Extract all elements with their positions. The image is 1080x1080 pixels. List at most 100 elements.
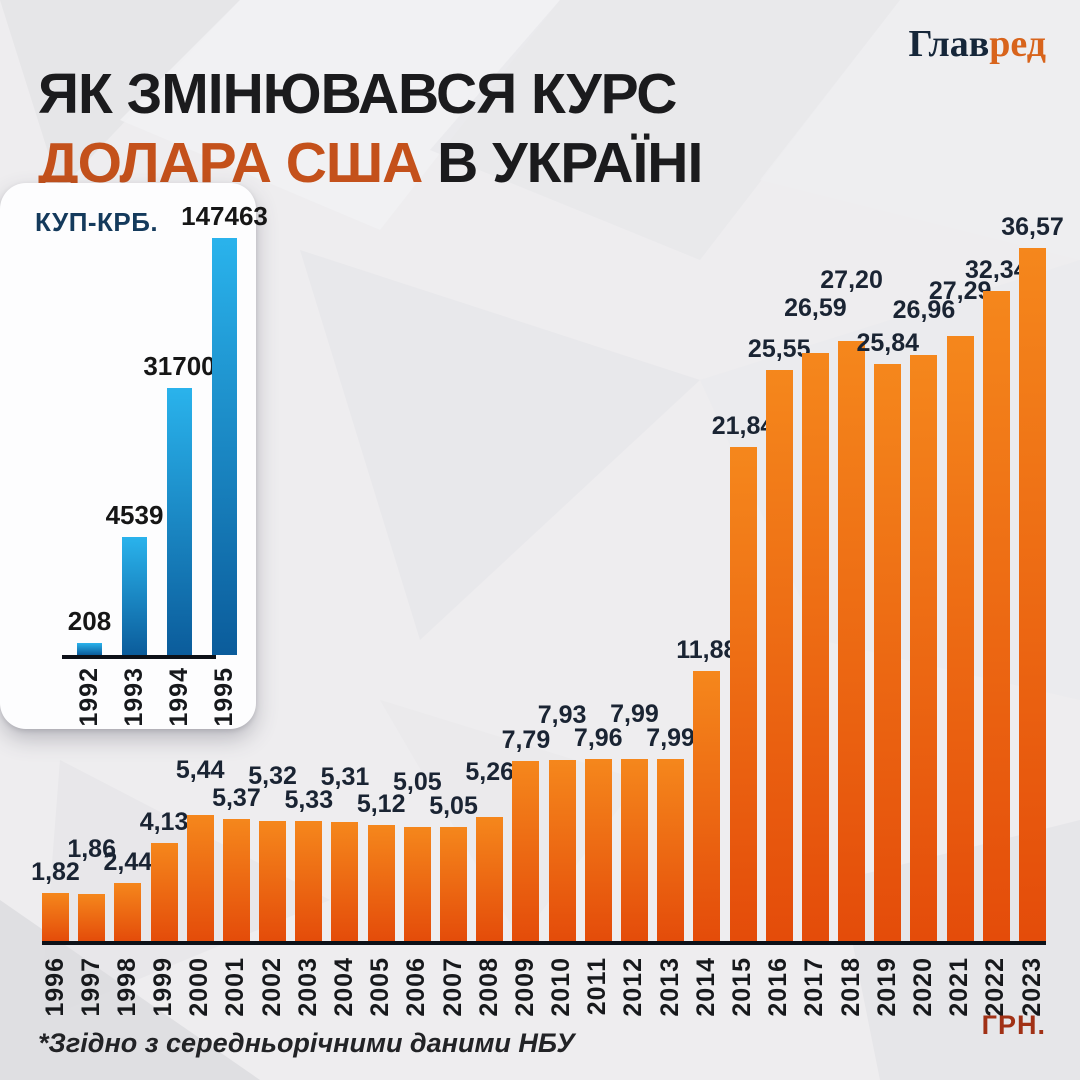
inset-x-axis [62,655,216,659]
title-line1: ЯК ЗМІНЮВАВСЯ КУРС [38,62,677,127]
bar-2006: 5,05 [393,768,442,941]
bar-2018: 27,20 [820,266,883,941]
year-label-2002: 2002 [257,957,286,1017]
year-label-2011: 2011 [583,957,612,1016]
bar-2023: 36,57 [1001,213,1064,941]
bar-2022: 32,34 [965,256,1028,941]
bar-value-label-2004: 5,31 [320,763,370,791]
inset-x-axis-labels: 1992 1993 1994 1995 [0,667,256,742]
bar-2020: 26,96 [893,296,955,941]
year-label-1997: 1997 [76,957,105,1017]
bar-value-label-2017: 26,59 [784,294,847,322]
bar-2013: 7,99 [646,724,695,941]
bar-2004: 5,31 [321,763,369,941]
bar-value-label-2005: 5,12 [356,790,406,818]
bar-2011: 7,96 [574,724,623,941]
bar-2010: 7,93 [538,701,586,941]
bar-1996: 1,82 [31,858,80,941]
bar-value-label-2023: 36,57 [1001,213,1064,241]
year-label-2021: 2021 [945,957,974,1017]
bar-2015: 21,84 [712,412,774,941]
year-label-2017: 2017 [800,957,829,1017]
bar-2007: 5,05 [429,792,478,941]
bar-value-label-2011: 7,96 [573,724,623,752]
bar-2021: 27,29 [929,277,991,941]
year-label-1993: 1993 [119,667,148,727]
bar-value-label-2019: 25,84 [856,329,920,357]
glavred-logo: Главред [909,24,1046,64]
year-label-2015: 2015 [728,957,757,1017]
bar-value-label-1996: 1,82 [31,858,80,886]
bar-value-label-2009: 7,79 [501,726,551,754]
year-label-2001: 2001 [221,957,250,1017]
bar-2014: 11,88 [676,636,737,941]
bar-1992: 208 [68,606,111,655]
bar-1997: 1,86 [67,835,116,941]
title-line2-rest: В УКРАЇНІ [422,131,703,196]
main-bar-chart: 1,82 1,86 2,44 4,13 5,44 5,37 5,32 5,33 5,31 5,12… [31,0,1064,941]
bar-value-label-2007: 5,05 [429,792,478,820]
main-x-axis-labels: 1996 1997 1998 1999 2000 2001 2002 2003 2004 2005… [40,957,1046,1032]
bar-2012: 7,99 [610,700,659,941]
bar-2009: 7,79 [502,726,550,941]
year-label-2003: 2003 [293,957,322,1017]
bar-value-label-1997: 1,86 [67,835,117,863]
logo-text-accent: ред [989,23,1046,65]
bar-2008: 5,26 [465,758,514,941]
year-label-1992: 1992 [74,667,103,727]
year-label-2005: 2005 [366,957,395,1017]
bar-value-label-2006: 5,05 [393,768,442,796]
bar-value-label-2000: 5,44 [175,756,225,784]
bar-value-label-2015: 21,84 [711,412,775,440]
page-title: ЯК ЗМІНЮВАВСЯ КУРС ДОЛАРА США В УКРАЇНІ [38,60,703,198]
year-label-2012: 2012 [619,957,648,1017]
bar-value-label-1999: 4,13 [139,808,189,836]
year-label-2019: 2019 [872,957,901,1017]
year-label-2022: 2022 [981,957,1010,1017]
bar-value-label-1992: 208 [67,606,112,636]
logo-text-primary: Глав [908,23,990,65]
bar-value-label-1998: 2,44 [103,848,153,876]
bar-value-label-2018: 27,20 [820,266,883,294]
bar-value-label-2020: 26,96 [892,296,956,324]
bar-value-label-2008: 5,26 [465,758,515,786]
bar-2016: 25,55 [748,335,810,941]
bar-value-label-2022: 32,34 [965,256,1028,284]
bar-2005: 5,12 [357,790,405,941]
year-label-2007: 2007 [438,957,467,1017]
bar-2003: 5,33 [284,786,333,941]
bar-value-label-2016: 25,55 [747,335,811,363]
inset-chart-card: КУП-КРБ. 208 4539 31700 147463 1992 1993 1994… [0,183,268,729]
year-label-2020: 2020 [908,957,937,1017]
year-label-1995: 1995 [209,667,238,727]
year-label-2013: 2013 [655,957,684,1017]
year-label-2018: 2018 [836,957,865,1017]
year-label-2016: 2016 [764,957,793,1017]
year-label-2010: 2010 [547,957,576,1017]
bar-1998: 2,44 [104,848,152,941]
year-label-1998: 1998 [112,957,141,1017]
bar-2001: 5,37 [212,784,261,941]
bar-value-label-2003: 5,33 [284,786,334,814]
bar-value-label-2012: 7,99 [610,700,659,728]
year-label-1996: 1996 [40,957,69,1017]
source-footnote: *Згідно з середньорічними даними НБУ [38,1028,575,1058]
year-label-2004: 2004 [329,957,358,1017]
bar-1995: 147463 [181,201,268,655]
bar-value-label-2013: 7,99 [646,724,695,752]
year-label-2008: 2008 [474,957,503,1017]
bar-2019: 25,84 [856,329,919,941]
bar-value-label-2010: 7,93 [537,701,587,729]
bar-2002: 5,32 [248,762,297,941]
year-label-2006: 2006 [402,957,431,1017]
bar-value-label-2002: 5,32 [248,762,297,790]
bar-1994: 31700 [143,351,216,655]
bar-value-label-1995: 147463 [181,201,268,231]
year-label-2000: 2000 [185,957,214,1017]
year-label-2009: 2009 [510,957,539,1017]
bar-value-label-1994: 31700 [143,351,216,381]
main-unit-label: ГРН. [981,1010,1046,1040]
bar-2017: 26,59 [784,294,847,941]
inset-bar-chart: 208 4539 31700 147463 [0,183,268,729]
